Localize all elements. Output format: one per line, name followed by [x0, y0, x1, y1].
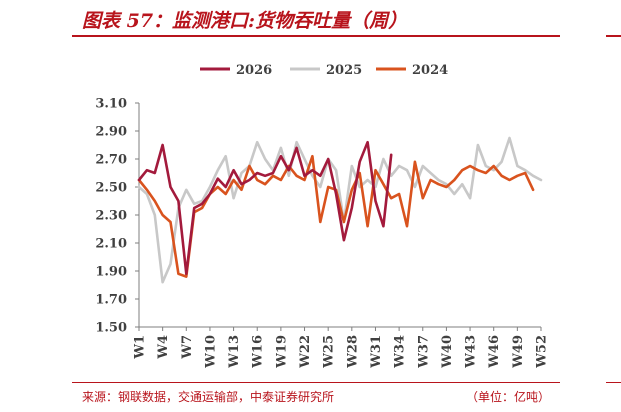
x-tick-label: W4	[156, 335, 171, 360]
x-axis: W1 W4 W7 W10 W13 W16 W19 W22 W25 W28 W31 W34 W37 W40 W…	[133, 326, 550, 369]
x-tick-label: W16	[251, 335, 266, 369]
x-tick-label: W52	[535, 335, 550, 369]
series-line-2026	[137, 140, 393, 276]
x-tick-label: W31	[369, 335, 384, 369]
x-tick-label: W10	[203, 335, 218, 369]
y-tick-label: 1.70	[95, 293, 127, 308]
x-tick-label: W7	[180, 335, 195, 360]
y-tick-label: 1.50	[95, 321, 127, 336]
y-tick-label: 2.30	[95, 209, 127, 224]
x-tick-label: W46	[487, 335, 502, 369]
legend-label-2025: 2025	[326, 63, 362, 78]
x-tick-label: W43	[464, 335, 479, 369]
x-tick-label: W28	[345, 335, 360, 369]
source-rule	[72, 382, 560, 383]
x-tick-label: W34	[393, 335, 408, 369]
source-rule-right	[606, 382, 621, 383]
title-rule-right	[606, 35, 621, 37]
x-tick-label: W19	[274, 335, 289, 369]
plot-area	[137, 136, 543, 284]
legend: 2026 2025 2024	[200, 63, 448, 78]
series-line-2025	[137, 136, 543, 284]
x-tick-label: W22	[298, 335, 313, 369]
figure-title: 图表 57：监测港口:货物吞吐量（周）	[82, 10, 408, 32]
x-tick-label: W37	[416, 335, 431, 369]
x-tick-label: W49	[511, 335, 526, 369]
x-tick-label: W1	[133, 335, 148, 360]
legend-label-2024: 2024	[412, 63, 448, 78]
y-tick-label: 2.50	[95, 181, 127, 196]
y-tick-label: 2.90	[95, 125, 127, 140]
y-tick-label: 2.70	[95, 153, 127, 168]
y-axis: 3.10 2.90 2.70 2.50 2.30 2.10 1.90 1.70 1.50	[95, 97, 140, 336]
y-tick-label: 2.10	[95, 237, 127, 252]
source-note: 来源：钢联数据，交通运输部，中泰证券研究所	[82, 390, 335, 404]
x-tick-label: W13	[227, 335, 242, 369]
x-tick-label: W25	[322, 335, 337, 369]
y-tick-label: 1.90	[95, 265, 127, 280]
unit-note: （单位：亿吨）	[466, 390, 551, 404]
x-tick-label: W40	[440, 335, 455, 369]
title-rule	[72, 35, 560, 37]
y-tick-label: 3.10	[95, 97, 127, 112]
legend-label-2026: 2026	[236, 63, 272, 78]
